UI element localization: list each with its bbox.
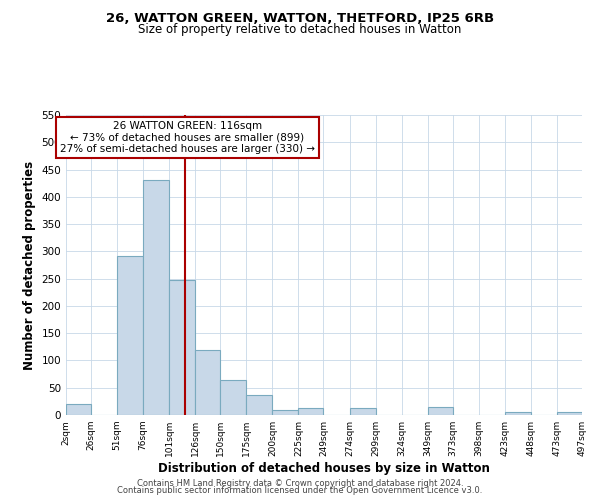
Bar [117, 256, 143, 415]
Bar [195, 350, 220, 415]
Bar [350, 408, 376, 415]
Bar [220, 380, 247, 415]
Bar [557, 412, 582, 415]
Y-axis label: Number of detached properties: Number of detached properties [23, 160, 36, 370]
Bar [298, 408, 323, 415]
Bar [66, 404, 91, 415]
Text: Contains HM Land Registry data © Crown copyright and database right 2024.: Contains HM Land Registry data © Crown c… [137, 478, 463, 488]
X-axis label: Distribution of detached houses by size in Watton: Distribution of detached houses by size … [158, 462, 490, 475]
Text: Contains public sector information licensed under the Open Government Licence v3: Contains public sector information licen… [118, 486, 482, 495]
Text: 26 WATTON GREEN: 116sqm
← 73% of detached houses are smaller (899)
27% of semi-d: 26 WATTON GREEN: 116sqm ← 73% of detache… [60, 121, 315, 154]
Bar [272, 410, 298, 415]
Text: Size of property relative to detached houses in Watton: Size of property relative to detached ho… [139, 22, 461, 36]
Bar [143, 180, 169, 415]
Bar [247, 395, 272, 415]
Bar [169, 280, 195, 415]
Bar [428, 408, 453, 415]
Text: 26, WATTON GREEN, WATTON, THETFORD, IP25 6RB: 26, WATTON GREEN, WATTON, THETFORD, IP25… [106, 12, 494, 26]
Bar [505, 412, 531, 415]
